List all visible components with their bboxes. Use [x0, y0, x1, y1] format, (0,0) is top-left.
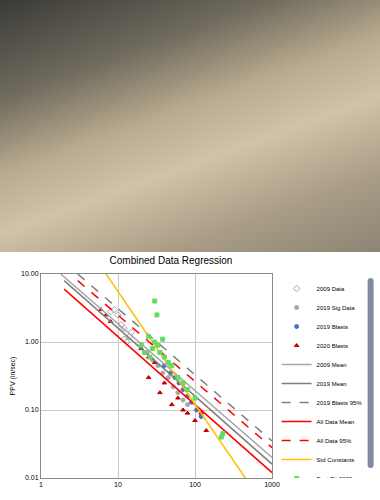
- svg-text:2019 Mean: 2019 Mean: [317, 381, 347, 387]
- svg-text:All Data Mean: All Data Mean: [317, 419, 355, 425]
- svg-text:1000: 1000: [264, 481, 280, 488]
- svg-text:2019 Sig Data: 2019 Sig Data: [317, 305, 356, 311]
- svg-text:0.01: 0.01: [25, 474, 39, 481]
- svg-text:1.00: 1.00: [25, 338, 39, 345]
- svg-text:10.00: 10.00: [21, 270, 39, 277]
- svg-text:2020 Blasts: 2020 Blasts: [317, 343, 348, 349]
- svg-text:0.10: 0.10: [25, 406, 39, 413]
- svg-text:2019 Blasts 95%: 2019 Blasts 95%: [317, 400, 363, 406]
- svg-text:2009 Data: 2009 Data: [317, 286, 345, 292]
- svg-text:100: 100: [189, 481, 201, 488]
- svg-text:Std Constants: Std Constants: [317, 457, 355, 463]
- svg-text:East Pit 2020: East Pit 2020: [317, 476, 353, 478]
- svg-text:PPV (in/sec): PPV (in/sec): [9, 357, 17, 396]
- svg-text:2009 Mean: 2009 Mean: [317, 362, 347, 368]
- svg-text:All Data 95%: All Data 95%: [317, 438, 352, 444]
- svg-text:10: 10: [114, 481, 122, 488]
- svg-text:1: 1: [39, 481, 43, 488]
- svg-text:Combined Data Regression: Combined Data Regression: [110, 255, 233, 266]
- svg-text:2019 Blasts: 2019 Blasts: [317, 324, 348, 330]
